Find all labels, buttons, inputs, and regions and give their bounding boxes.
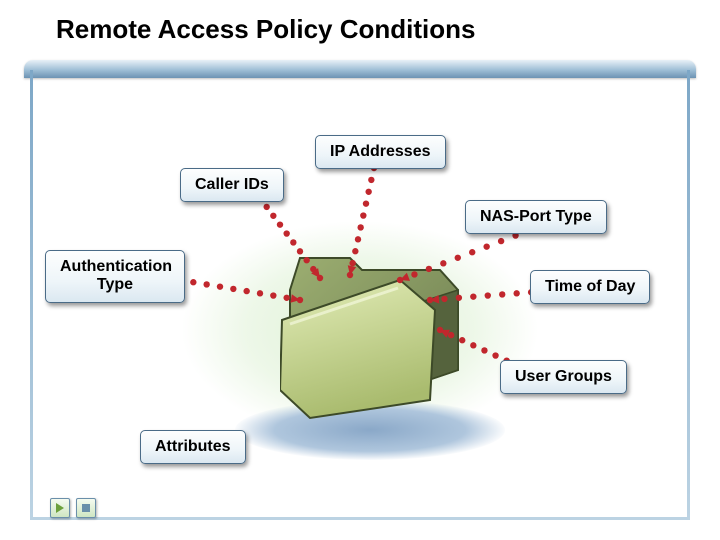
label-caller-ids: Caller IDs	[180, 168, 284, 202]
label-time-of-day: Time of Day	[530, 270, 650, 304]
stop-button[interactable]	[76, 498, 96, 518]
label-nas-port-type: NAS-Port Type	[465, 200, 607, 234]
label-ip-addresses: IP Addresses	[315, 135, 446, 169]
label-attributes: Attributes	[140, 430, 246, 464]
folder-icon	[280, 250, 470, 420]
page-title: Remote Access Policy Conditions	[56, 14, 475, 45]
play-button[interactable]	[50, 498, 70, 518]
nav-controls	[50, 498, 96, 518]
label-authentication-type: Authentication Type	[45, 250, 185, 303]
label-user-groups: User Groups	[500, 360, 627, 394]
